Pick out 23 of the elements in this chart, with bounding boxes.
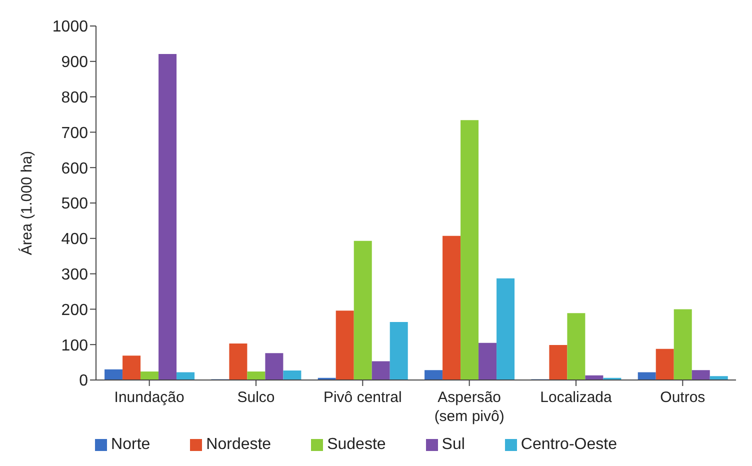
- x-tick-label: Sulco: [237, 389, 275, 406]
- x-tick-label: Inundação: [114, 389, 184, 406]
- legend-label: Sudeste: [327, 436, 386, 453]
- legend-label: Centro-Oeste: [520, 436, 617, 453]
- y-tick-label: 800: [61, 89, 88, 106]
- y-tick-label: 1000: [52, 18, 88, 36]
- x-tick-label: Aspersão (sem pivô): [434, 389, 504, 425]
- y-tick-label: 900: [61, 54, 88, 72]
- y-tick-label: 700: [61, 124, 88, 142]
- y-tick-label: 100: [61, 337, 88, 354]
- x-tick-label: Outros: [660, 389, 706, 406]
- y-tick-label: 600: [61, 160, 88, 178]
- x-tick-label: Localizada: [540, 389, 613, 406]
- legend-label: Nordeste: [206, 436, 272, 453]
- y-tick-label: 0: [79, 372, 88, 390]
- y-tick-label: 400: [61, 231, 88, 248]
- y-tick-label: 300: [61, 266, 88, 284]
- legend-label: Sul: [442, 436, 465, 453]
- y-tick-label: 500: [61, 196, 88, 213]
- y-tick-label: 200: [61, 302, 88, 319]
- x-tick-label: Pivô central: [323, 389, 402, 406]
- y-axis-title: Área (1.000 ha): [17, 150, 36, 256]
- legend-label: Norte: [111, 436, 150, 453]
